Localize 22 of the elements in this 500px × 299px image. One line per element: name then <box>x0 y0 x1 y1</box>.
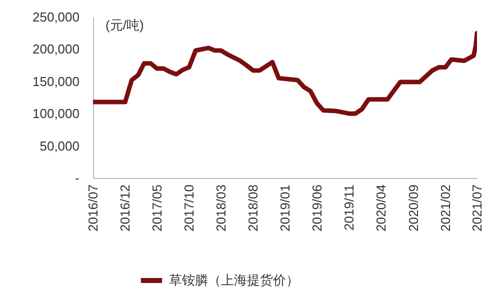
x-tick-label: 2020/09 <box>406 184 421 232</box>
x-tick-label: 2020/04 <box>374 184 389 232</box>
y-tick-label: 150,000 <box>32 74 80 89</box>
y-tick-label: 200,000 <box>32 42 80 57</box>
x-tick-label: 2019/11 <box>342 184 357 231</box>
x-tick-label: 2017/05 <box>149 184 164 232</box>
x-tick-label: 2016/07 <box>86 184 100 232</box>
x-tick-label: 2016/12 <box>118 184 133 232</box>
legend-label: 草铵膦（上海提货价） <box>169 272 299 288</box>
y-tick-label: 50,000 <box>40 138 80 154</box>
x-tick-label: 2019/01 <box>278 184 293 232</box>
line-series <box>93 30 477 116</box>
y-tick-label: 100,000 <box>32 106 80 122</box>
x-tick-label: 2019/06 <box>309 184 324 232</box>
y-tick-label: 250,000 <box>32 10 80 24</box>
x-tick-label: 2021/07 <box>470 184 484 232</box>
x-tick-label: 2018/08 <box>246 184 261 232</box>
x-tick-label: 2017/10 <box>182 184 197 232</box>
x-tick-label: 2018/03 <box>213 184 228 232</box>
y-tick-label: - <box>75 170 80 186</box>
y-axis-title: (元/吨) <box>106 18 144 32</box>
x-tick-label: 2021/02 <box>438 184 453 232</box>
